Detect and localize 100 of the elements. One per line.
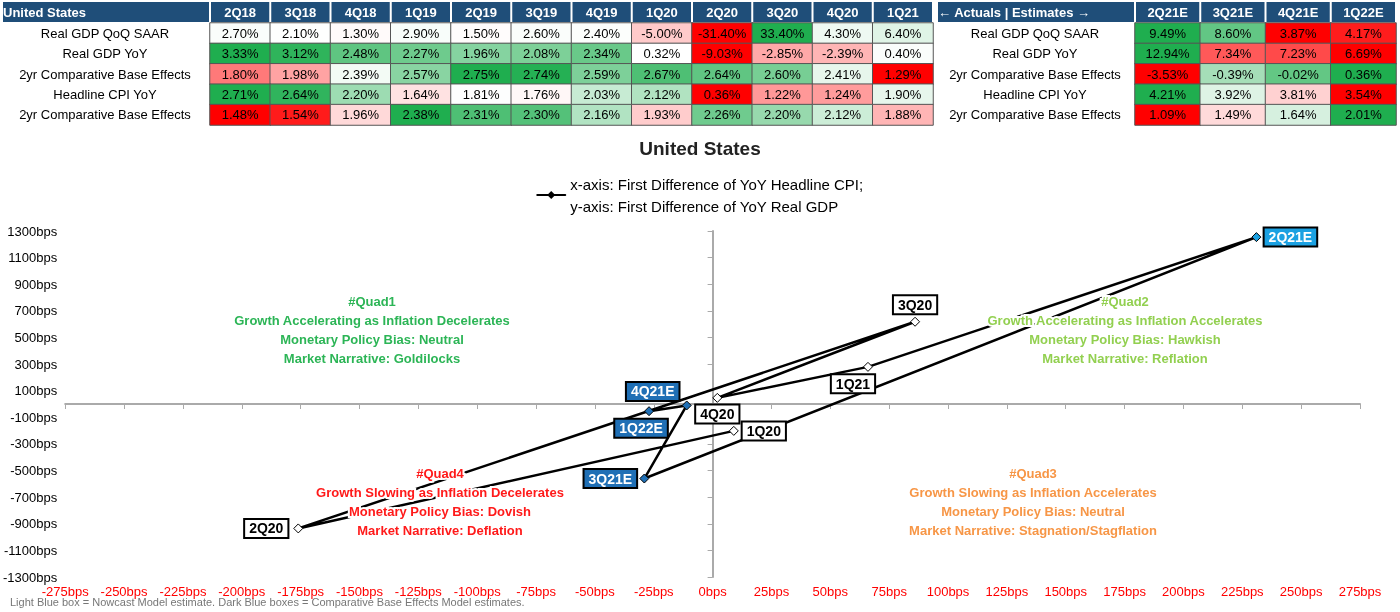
data-label: 2.60% <box>522 25 561 41</box>
data-label: 1.96% <box>462 46 500 62</box>
y-tick-label: Headline CPI YoY <box>53 86 157 102</box>
y-tick-label: 1300bps <box>7 223 58 239</box>
x-tick-label: -25bps <box>633 584 675 599</box>
x-tick-label: 225bps <box>1220 584 1265 599</box>
y-tick-label: 500bps <box>14 329 58 345</box>
y-tick-label: -900bps <box>10 516 58 532</box>
data-label: 2.64% <box>281 86 320 102</box>
data-label: 1.22% <box>763 86 802 102</box>
x-tick-label: 4Q18 <box>344 4 377 20</box>
data-label: 2.20% <box>763 107 802 123</box>
data-label: 1.49% <box>1214 107 1252 123</box>
y-tick-label: Real GDP QoQ SAAR <box>970 25 1100 41</box>
data-label: 1.80% <box>221 66 259 82</box>
data-label: 2.39% <box>342 66 380 82</box>
data-label: 2.41% <box>824 66 862 82</box>
data-label: 2.75% <box>462 66 500 82</box>
x-tick-label: 1Q22E <box>1343 4 1384 20</box>
data-label: 7.23% <box>1279 46 1317 62</box>
data-label: 2.40% <box>583 25 621 41</box>
data-label: -2.39% <box>822 46 864 62</box>
data-label: 6.69% <box>1344 46 1383 62</box>
x-tick-label: 2Q20 <box>706 4 739 20</box>
data-label: 2.16% <box>583 107 621 123</box>
data-label: 1.24% <box>824 86 862 102</box>
data-label: 3.81% <box>1279 86 1317 102</box>
x-tick-label: 3Q19 <box>525 4 558 20</box>
y-tick-label: 900bps <box>14 276 58 292</box>
x-tick-label: 1Q20 <box>645 4 678 20</box>
data-label: 2.71% <box>221 86 259 102</box>
x-tick-label: 2Q18 <box>224 4 257 20</box>
data-label: -5.00% <box>641 25 683 41</box>
point <box>639 473 650 484</box>
data-label: -3.53% <box>1147 66 1189 82</box>
data-label: 2.27% <box>402 46 440 62</box>
y-tick-label: 2yr Comparative Base Effects <box>19 66 192 82</box>
annotation: 2Q21E <box>1268 229 1313 246</box>
x-tick-label: 125bps <box>985 584 1029 599</box>
y-tick-label: -100bps <box>10 409 58 425</box>
annotation: #Quad3 Growth Slowing as Inflation Accelerates Monetary Policy Bias: Neutral Market Narrative: Stagnation/Stagflation <box>909 466 1157 538</box>
data-label: 0.36% <box>703 86 741 102</box>
data-label: 1.93% <box>643 107 681 123</box>
data-label: 2.59% <box>583 66 621 82</box>
data-label: 4.30% <box>824 25 862 41</box>
point <box>1251 232 1262 243</box>
annotation: 1Q22E <box>619 420 663 437</box>
data-label: 4.17% <box>1344 25 1383 41</box>
y-tick-label: -1100bps <box>3 542 58 558</box>
point <box>644 406 655 417</box>
x-tick-label: -250bps <box>100 584 149 599</box>
y-tick-label: 2yr Comparative Base Effects <box>949 107 1122 123</box>
y-tick-label: Real GDP YoY <box>62 46 148 62</box>
x-tick-label: 75bps <box>871 584 908 599</box>
data-label: 1.54% <box>281 107 320 123</box>
text: United States <box>3 4 87 20</box>
y-tick-label: 2yr Comparative Base Effects <box>19 107 192 123</box>
annotation: 4Q20 <box>700 405 735 422</box>
data-label: 3.87% <box>1279 25 1317 41</box>
data-label: 2.30% <box>522 107 561 123</box>
x-tick-label: -150bps <box>335 584 384 599</box>
x-tick-label: 200bps <box>1162 584 1206 599</box>
x-tick-label: -225bps <box>159 584 207 599</box>
data-label: 0.32% <box>643 46 681 62</box>
y-tick-label: -1300bps <box>2 569 58 585</box>
data-label: 2.20% <box>342 86 380 102</box>
data-label: 1.88% <box>884 107 922 123</box>
data-label: 2.08% <box>522 46 561 62</box>
data-label: 2.90% <box>402 25 440 41</box>
x-tick-label: -200bps <box>218 584 266 599</box>
x-tick-label: -125bps <box>394 584 443 599</box>
data-label: 1.30% <box>342 25 380 41</box>
y-tick-label: 100bps <box>14 383 58 399</box>
x-tick-label: 3Q18 <box>284 4 317 20</box>
data-label: 3.12% <box>281 46 320 62</box>
annotation: 1Q20 <box>746 422 782 439</box>
point <box>910 316 921 327</box>
legend-label: x-axis: First Difference of YoY Headline CPI; y-axis: First Difference of YoY Real GDP <box>570 175 864 215</box>
x-tick-label: 3Q21E <box>1212 4 1254 20</box>
annotation: #Quad1 Growth Accelerating as Inflation Decelerates Monetary Policy Bias: Neutral Market Narrative: Goldilocks <box>234 294 510 366</box>
point <box>862 361 873 372</box>
data-label: 1.98% <box>281 66 320 82</box>
x-tick-label: -50bps <box>575 584 616 599</box>
data-label: 7.34% <box>1214 46 1252 62</box>
data-label: 2.64% <box>703 66 741 82</box>
data-label: 1.64% <box>402 86 440 102</box>
data-label: 1.48% <box>221 107 259 123</box>
y-tick-label: -700bps <box>10 489 58 505</box>
data-label: 1.29% <box>884 66 922 82</box>
x-tick-label: -75bps <box>516 584 557 599</box>
data-label: 8.60% <box>1214 25 1252 41</box>
x-tick-label: 2Q19 <box>465 4 498 20</box>
y-tick-label: Real GDP YoY <box>992 46 1078 62</box>
data-label: 3.54% <box>1344 86 1383 102</box>
data-label: 6.40% <box>884 25 922 41</box>
annotation: 4Q21E <box>630 383 675 400</box>
x-tick-label: 150bps <box>1044 584 1088 599</box>
x-tick-label: 100bps <box>926 584 970 599</box>
x-tick-label: 1Q21 <box>886 4 919 20</box>
data-label: 1.90% <box>884 86 922 102</box>
